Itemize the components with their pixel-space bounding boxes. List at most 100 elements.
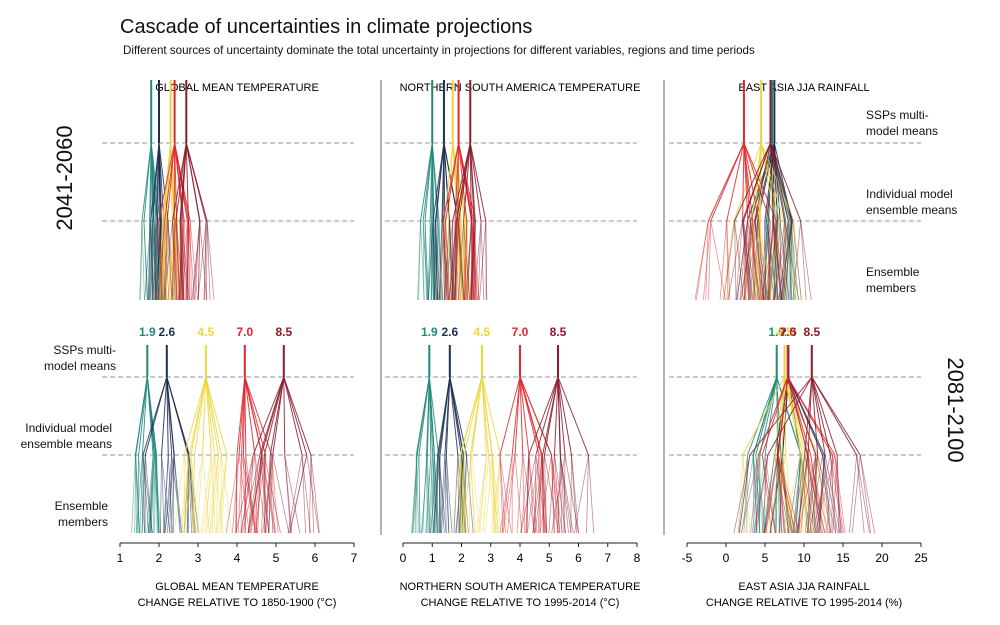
model-mean-line [172,142,187,222]
scenario-label-1.9: 1.9 [768,325,785,339]
ensemble-member-line [754,220,765,301]
model-mean-line [242,376,246,456]
ensemble-member-line [427,454,431,534]
ensemble-member-line [172,220,176,301]
ensemble-member-line [807,454,812,534]
model-mean-line [557,376,589,456]
ensemble-member-line [429,454,435,534]
model-mean-line [134,376,148,456]
model-mean-line [455,142,471,222]
ensemble-member-line [469,220,475,301]
model-mean-line [759,376,778,456]
ensemble-member-line [520,454,537,534]
model-mean-line [424,142,433,222]
ensemble-member-line [800,220,807,301]
x-axis: 0 1 2 3 4 5 6 7 8 NORTHERN SOUTH AMERICA TEMPERAT… [400,542,641,609]
ensemble-member-line [490,454,501,534]
ensemble-member-line [427,220,431,301]
model-mean-line [141,376,148,456]
ensemble-member-line [535,454,547,534]
ensemble-member-line [460,454,469,534]
model-mean-line [499,376,521,456]
ensemble-member-line [797,454,806,534]
model-mean-line [761,376,789,456]
x-tick-label: 6 [312,551,319,565]
ensemble-member-line [268,454,271,534]
ensemble-member-line [417,220,421,301]
right-level-labels: SSPs multi- model means Individual model… [866,108,957,295]
ensemble-member-line [817,454,836,534]
scenario-4.5-bottom [173,345,232,534]
ensemble-member-line [418,454,421,534]
ensemble-member-line [454,220,458,301]
model-mean-line [811,376,861,456]
model-mean-line [194,376,207,456]
model-mean-line [174,142,191,222]
ensemble-member-line [488,454,495,534]
ensemble-member-line [432,220,437,301]
scenario-8.5-bottom [733,345,876,534]
ensemble-member-line [528,454,538,534]
ensemble-member-line [460,454,465,534]
ensemble-member-line [516,454,524,534]
ensemble-member-line [702,220,712,301]
ensemble-member-line [169,454,173,534]
ensemble-member-line [197,220,207,301]
ensemble-member-line [134,454,137,534]
x-tick-label: 0 [723,551,730,565]
level-label-ssp-top-1: SSPs multi- [866,108,929,122]
ensemble-member-line [454,220,460,301]
ensemble-member-line [189,220,199,301]
model-mean-line [438,376,451,456]
ensemble-member-line [183,454,196,534]
ensemble-member-line [188,220,191,301]
model-mean-line [442,142,445,222]
ensemble-member-line [194,220,201,301]
ensemble-member-line [777,220,794,301]
model-mean-line [811,376,831,456]
ensemble-member-line [458,454,461,534]
ensemble-member-line [766,220,774,301]
ensemble-member-line [525,454,530,534]
ensemble-member-line [777,454,792,534]
model-mean-line [519,376,543,456]
model-mean-line [452,142,471,222]
scenario-label-4.5: 4.5 [776,325,793,339]
ensemble-member-line [796,454,809,534]
ensemble-member-line [851,454,861,534]
ensemble-member-line [149,220,157,301]
ensemble-member-line [480,220,485,301]
panel-title: NORTHERN SOUTH AMERICA TEMPERATURE [400,82,641,94]
model-mean-line [787,376,817,456]
model-mean-line [205,376,215,456]
model-mean-line [769,142,786,222]
model-mean-line [754,142,771,222]
ensemble-member-line [737,454,748,534]
ensemble-member-line [564,454,579,534]
ensemble-member-line [804,454,806,534]
scenario-label-1.9: 1.9 [421,325,438,339]
ensemble-member-line [773,220,778,301]
x-tick-label: 4 [234,551,241,565]
ensemble-member-line [415,454,420,534]
model-mean-line [283,376,312,456]
ensemble-member-line [460,220,466,301]
model-mean-line [742,142,771,222]
ensemble-member-line [183,454,192,534]
model-mean-line [535,376,559,456]
ensemble-member-line [739,220,756,301]
model-mean-line [734,142,771,222]
ensemble-member-line [792,454,806,534]
model-mean-line [481,376,493,456]
model-mean-line [543,376,559,456]
ensemble-member-line [800,454,809,534]
x-tick-label: 4 [517,551,524,565]
ensemble-member-line [806,454,819,534]
ensemble-member-line [183,454,186,534]
ensemble-member-line [143,220,148,301]
ensemble-member-line [737,454,744,534]
ensemble-member-line [163,220,168,301]
ensemble-member-line [448,220,457,301]
model-mean-line [776,376,802,456]
model-mean-line [269,376,285,456]
